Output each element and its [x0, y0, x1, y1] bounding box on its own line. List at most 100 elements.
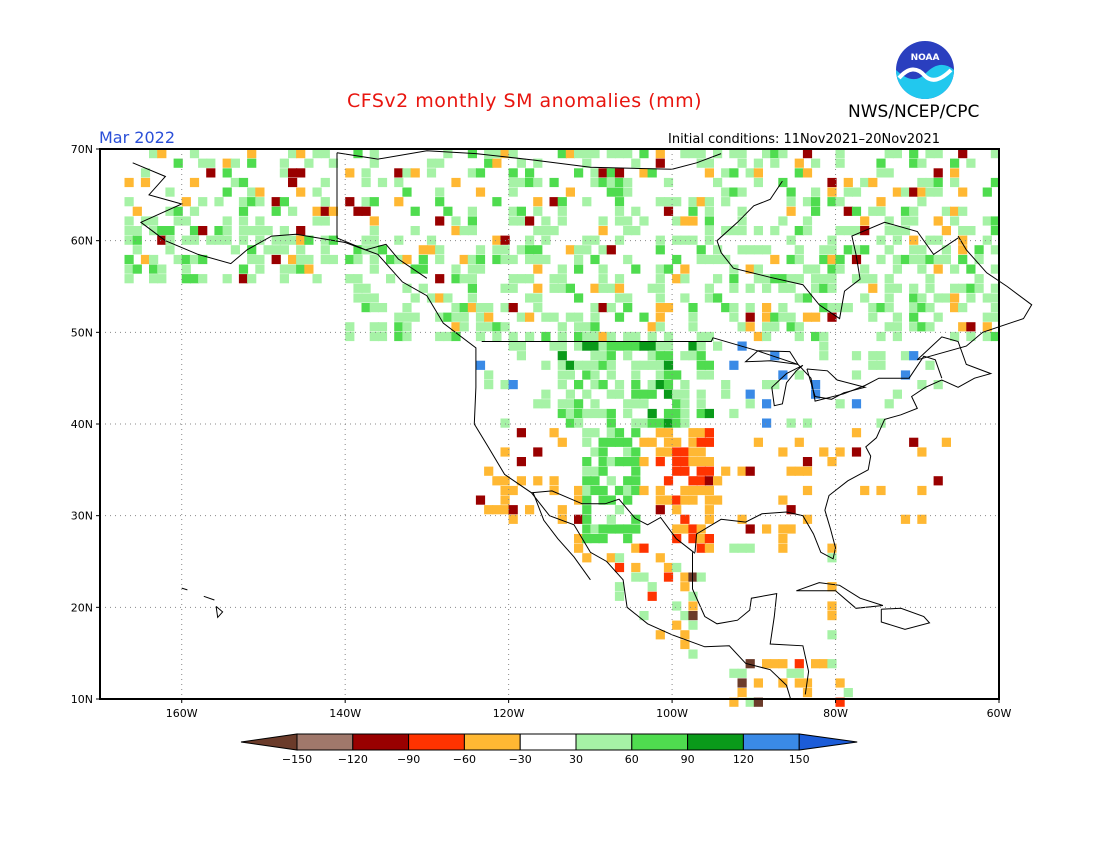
border-segment [336, 152, 428, 279]
anomaly-cell [516, 428, 526, 438]
anomaly-cell [606, 245, 616, 255]
anomaly-cell [639, 399, 649, 409]
anomaly-cell [149, 274, 159, 284]
anomaly-cell [794, 322, 804, 332]
anomaly-cell [631, 341, 641, 351]
colorbar-low-arrow [240, 733, 298, 751]
anomaly-cell [819, 341, 829, 351]
anomaly-cell [516, 158, 526, 168]
anomaly-cell [353, 274, 363, 284]
anomaly-cell [704, 495, 714, 505]
colorbar-label: −120 [338, 753, 368, 766]
anomaly-cell [590, 485, 600, 496]
anomaly-cell [132, 206, 142, 216]
anomaly-cell [655, 264, 665, 274]
anomaly-cell [860, 177, 870, 188]
anomaly-cell [238, 264, 249, 274]
anomaly-cell [892, 264, 902, 274]
anomaly-cell [639, 437, 649, 447]
anomaly-cell [582, 322, 592, 332]
anomaly-cell [492, 331, 502, 342]
anomaly-cell [582, 149, 592, 159]
anomaly-cell [663, 177, 674, 188]
anomaly-cell [426, 235, 437, 245]
anomaly-cell [933, 216, 943, 226]
anomaly-cell [606, 457, 616, 467]
anomaly-cell [696, 457, 706, 467]
anomaly-cell [451, 216, 461, 226]
anomaly-cell [868, 351, 878, 361]
anomaly-cell [574, 293, 584, 303]
anomaly-cell [680, 630, 690, 640]
anomaly-cell [696, 485, 706, 496]
anomaly-cell [737, 678, 747, 688]
anomaly-cell [655, 312, 665, 322]
anomaly-cell [990, 312, 1000, 322]
map-frame [99, 148, 1000, 700]
anomaly-cell [884, 283, 894, 293]
anomaly-cell [590, 524, 600, 534]
anomaly-cell [214, 235, 224, 245]
anomaly-cell [402, 168, 412, 178]
anomaly-cell [590, 283, 600, 293]
anomaly-cell [312, 187, 322, 197]
anomaly-cell [827, 254, 837, 265]
anomaly-cell [500, 485, 510, 496]
anomaly-cell [582, 408, 592, 419]
anomaly-cell [663, 476, 674, 486]
anomaly-cell [614, 274, 625, 284]
anomaly-cell [549, 476, 559, 486]
anomaly-cell [198, 254, 208, 265]
anomaly-cell [794, 466, 804, 476]
anomaly-cell [721, 303, 731, 313]
anomaly-cell [778, 312, 788, 322]
anomaly-cell [770, 226, 780, 236]
anomaly-cell [140, 216, 151, 226]
anomaly-cell [827, 245, 837, 255]
anomaly-cell [574, 245, 584, 255]
anomaly-cell [492, 235, 502, 245]
anomaly-cell [819, 351, 829, 361]
anomaly-cell [639, 457, 649, 467]
anomaly-cell [606, 418, 616, 428]
anomaly-cell [860, 293, 870, 303]
anomaly-cell [582, 370, 592, 380]
anomaly-cell [467, 293, 477, 303]
anomaly-cell [802, 149, 813, 159]
anomaly-cell [950, 264, 960, 274]
lon-label: 140W [329, 707, 361, 720]
anomaly-cell [696, 254, 706, 265]
anomaly-cell [181, 264, 191, 274]
anomaly-cell [157, 264, 167, 274]
anomaly-cell [892, 187, 902, 197]
anomaly-cell [696, 437, 706, 447]
anomaly-cell [639, 572, 649, 582]
anomaly-cell [909, 158, 919, 168]
anomaly-cell [353, 293, 363, 303]
anomaly-cell [582, 341, 592, 351]
anomaly-cell [623, 303, 633, 313]
anomaly-cell [696, 351, 706, 361]
anomaly-cell [247, 226, 257, 236]
anomaly-cell [770, 322, 780, 332]
anomaly-cell [631, 466, 641, 476]
anomaly-cell [345, 331, 355, 342]
anomaly-cell [565, 187, 575, 197]
colorbar-swatch [687, 733, 744, 751]
anomaly-cell [713, 495, 723, 505]
anomaly-cell [941, 206, 951, 216]
anomaly-cell [737, 543, 747, 553]
anomaly-cell [533, 264, 543, 274]
anomaly-cell [917, 197, 927, 207]
anomaly-cell [533, 206, 543, 216]
anomaly-cell [631, 206, 641, 216]
anomaly-cell [688, 524, 698, 534]
anomaly-cell [369, 226, 379, 236]
anomaly-cell [762, 149, 772, 159]
anomaly-cell [860, 216, 870, 226]
anomaly-cell [655, 283, 665, 293]
anomaly-cell [680, 611, 690, 621]
anomaly-cell [663, 495, 674, 505]
anomaly-cell [672, 399, 682, 409]
anomaly-cell [680, 466, 690, 476]
